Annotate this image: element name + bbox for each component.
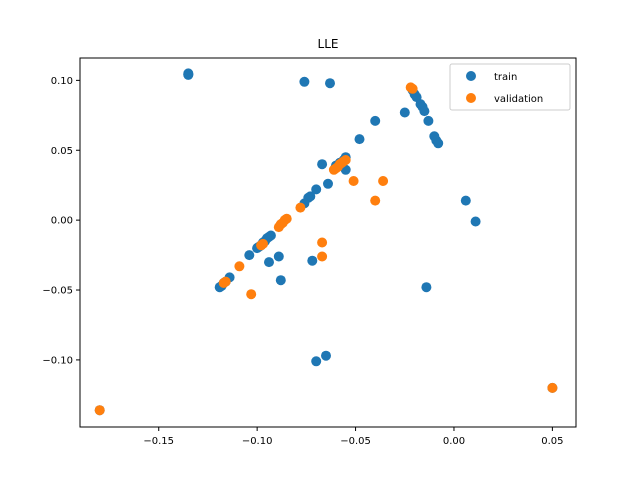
y-tick-label: −0.05 [42, 286, 73, 297]
point-train [311, 184, 322, 195]
point-validation [317, 237, 328, 248]
x-tick-label: −0.15 [143, 436, 174, 447]
point-train [370, 115, 381, 126]
point-validation [407, 83, 418, 94]
point-train [264, 257, 274, 268]
point-validation [256, 240, 267, 251]
point-train [183, 68, 194, 79]
legend: train validation [449, 63, 571, 111]
point-train [307, 255, 318, 266]
point-train [460, 195, 471, 206]
point-train [299, 76, 310, 87]
x-tick-label: 0.00 [443, 436, 465, 447]
point-train [321, 350, 331, 361]
x-tick-label: −0.05 [340, 436, 371, 447]
point-train [470, 216, 481, 227]
point-train [323, 178, 333, 189]
y-tick-label: 0.00 [51, 216, 73, 227]
point-validation [234, 261, 245, 272]
point-train [419, 106, 430, 117]
y-tick-label: 0.10 [51, 76, 73, 87]
point-train [421, 282, 432, 293]
y-tick-label: −0.10 [42, 355, 73, 366]
x-tick-label: 0.05 [541, 436, 563, 447]
legend-label-train: train [494, 72, 517, 83]
point-validation [295, 202, 306, 213]
legend-marker-validation [466, 93, 476, 103]
point-train [275, 275, 286, 286]
point-train [244, 250, 255, 261]
y-tick-label: 0.05 [51, 146, 73, 157]
legend-box [449, 63, 571, 111]
point-train [433, 138, 444, 149]
point-validation [370, 195, 381, 206]
point-validation [547, 382, 558, 393]
point-train [273, 251, 284, 262]
point-validation [94, 405, 105, 416]
x-axis-ticks: −0.15 −0.10 −0.05 0.00 0.05 [143, 427, 564, 447]
legend-marker-train [466, 71, 476, 81]
point-validation [378, 176, 389, 186]
point-validation [317, 251, 328, 262]
point-train [325, 78, 335, 89]
y-axis-ticks: −0.10 −0.05 0.00 0.05 0.10 [42, 76, 80, 366]
points-layer [94, 68, 558, 416]
point-validation [218, 278, 229, 288]
point-validation [246, 289, 257, 300]
chart-title: LLE [318, 37, 339, 51]
point-validation [328, 164, 339, 175]
point-train [354, 134, 365, 145]
axes-frame [79, 57, 577, 428]
legend-label-validation: validation [494, 94, 543, 105]
point-validation [348, 176, 359, 186]
point-train [423, 115, 434, 126]
point-validation [273, 222, 284, 233]
point-train [317, 159, 328, 170]
x-tick-label: −0.10 [242, 436, 273, 447]
point-train [311, 356, 322, 367]
point-train [399, 107, 410, 118]
